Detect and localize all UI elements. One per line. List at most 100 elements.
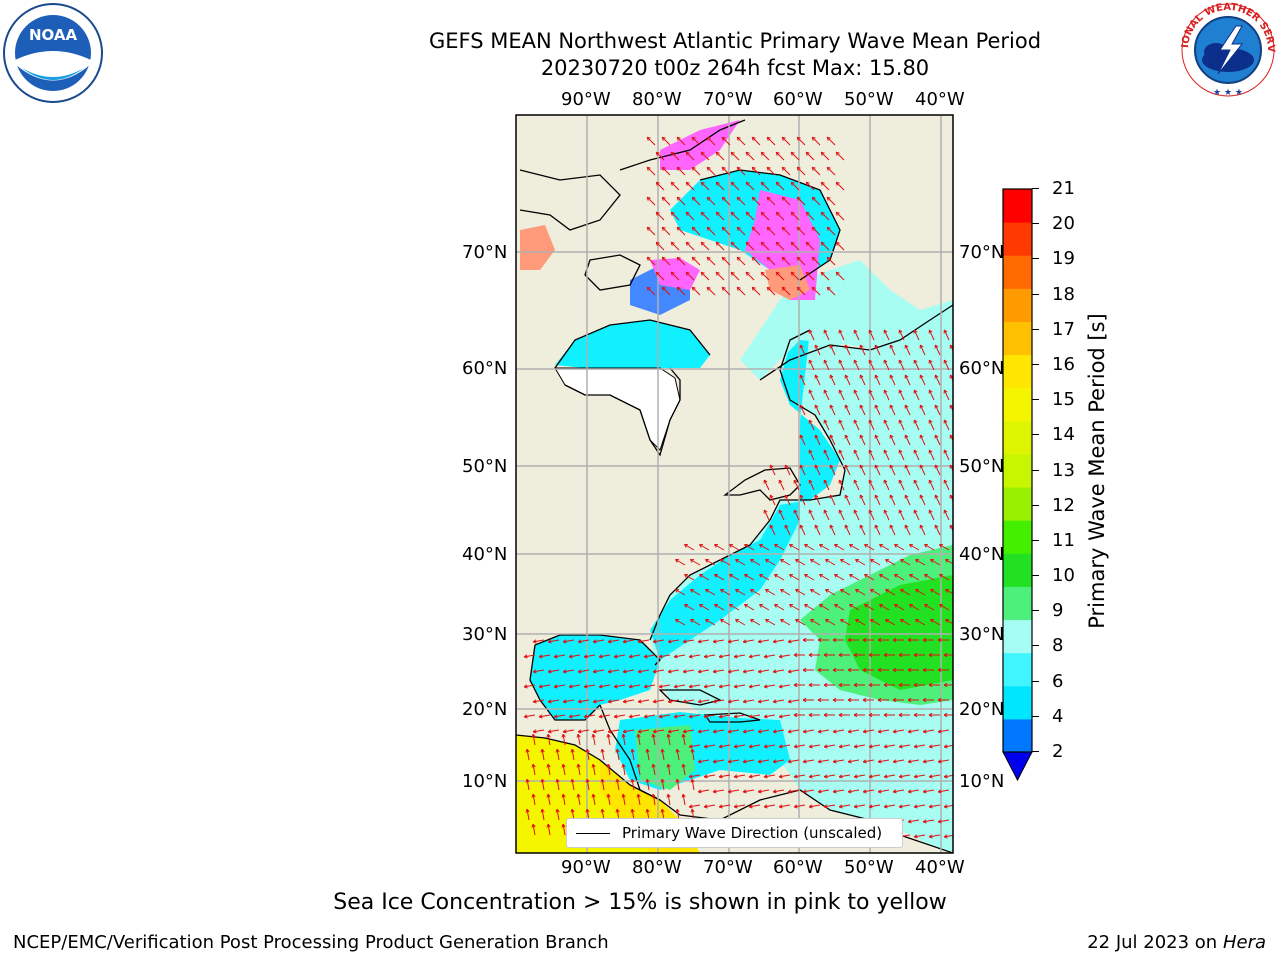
wave-arrow-head [875,374,879,378]
wave-arrow-head [763,714,768,718]
wave-arrow-head [823,652,828,656]
wave-arrow [758,699,770,703]
wave-arrow [661,196,671,206]
wave-arrow [859,434,866,446]
wave-arrow [883,509,890,521]
wave-arrow-head [532,793,536,798]
wave-arrow-head [782,196,786,199]
wave-arrow-head [607,699,612,703]
wave-arrow-head [836,211,840,214]
wave-arrow-head [686,211,690,214]
wave-arrow [675,589,686,596]
wave-arrow-head [899,419,903,423]
wave-arrow-head [905,344,909,348]
wave-arrow [736,166,746,176]
wave-arrow-head [767,286,771,289]
wave-arrow-head [778,744,783,748]
wave-arrow-head [727,789,732,793]
wave-arrow [682,794,686,806]
wave-arrow [835,181,845,191]
wave-arrow [547,794,551,806]
wave-arrow [810,619,821,626]
wave-arrow [868,329,875,341]
credit-text: NCEP/EMC/Verification Post Processing Pr… [13,932,609,953]
wave-arrow-head [913,774,918,778]
wave-arrow [799,374,806,386]
wave-arrow-head [746,271,750,274]
wave-arrow [790,181,800,191]
wave-arrow-head [830,524,834,528]
wave-arrow [644,684,656,688]
wave-arrow-head [817,789,822,793]
wave-arrow [766,136,776,146]
wave-arrow-head [907,667,912,671]
wave-arrow [889,524,896,536]
wave-arrow [870,619,881,626]
wave-arrow [889,434,896,446]
wave-arrow-head [782,136,786,139]
wave-arrow-head [823,712,828,716]
wave-arrow [562,824,566,836]
wave-arrow-head [556,748,560,753]
wave-arrow-head [812,286,816,289]
wave-arrow-head [899,479,903,483]
wave-arrow [934,524,941,536]
wave-arrow-head [692,286,696,289]
wave-arrow [824,774,836,778]
wave-arrow [714,574,725,581]
wave-arrow [915,619,926,626]
wave-arrow-head [860,524,864,528]
wave-arrow [874,374,881,386]
wave-arrow [646,196,656,206]
wave-arrow [698,669,710,673]
wave-arrow-head [869,509,873,513]
wave-arrow [823,419,830,431]
wave-arrow [700,151,710,161]
wave-arrow-head [815,344,819,348]
wave-arrow [919,524,926,536]
wave-arrow [904,524,911,536]
wave-arrow [874,524,881,536]
wave-arrow [928,419,935,431]
wave-arrow-head [827,196,831,199]
wave-arrow-head [703,714,708,718]
wave-arrow [840,619,851,626]
wave-arrow [759,604,770,611]
wave-arrow-head [821,181,825,184]
wave-arrow [706,136,716,146]
wave-arrow [533,729,545,733]
wave-arrow-head [772,729,777,733]
wave-arrow-head [890,434,894,438]
wave-arrow-head [944,389,948,393]
wave-arrow [893,789,905,793]
wave-arrow [569,684,581,688]
wave-arrow-head [877,697,882,701]
wave-arrow [704,744,716,748]
wave-arrow-head [562,763,566,768]
wave-arrow-head [628,714,633,718]
wave-arrow-head [577,669,582,673]
wave-arrow [796,256,806,266]
wave-arrow-head [772,789,777,793]
wave-arrow-head [935,404,939,408]
wave-arrow-head [853,744,858,748]
wave-arrow [808,479,815,491]
wave-arrow-head [733,804,738,808]
sea-ice-foxe-pink [650,258,700,290]
wave-arrow [810,589,821,596]
wave-arrow-head [922,819,927,823]
wave-arrow-head [523,654,528,658]
wave-arrow-head [682,729,687,733]
wave-arrow [804,604,815,611]
lon-label: 70°W [703,857,753,878]
wave-arrow-head [905,464,909,468]
date-text: 22 Jul 2023 on [1087,932,1223,953]
wave-arrow [874,404,881,416]
wave-arrow-head [772,699,777,703]
wave-arrow-head [875,344,879,348]
wave-arrow [734,654,746,658]
wave-arrow-head [637,733,641,738]
colorbar-block [1003,487,1032,521]
wave-arrow [809,774,821,778]
wave-arrow-head [562,699,567,703]
